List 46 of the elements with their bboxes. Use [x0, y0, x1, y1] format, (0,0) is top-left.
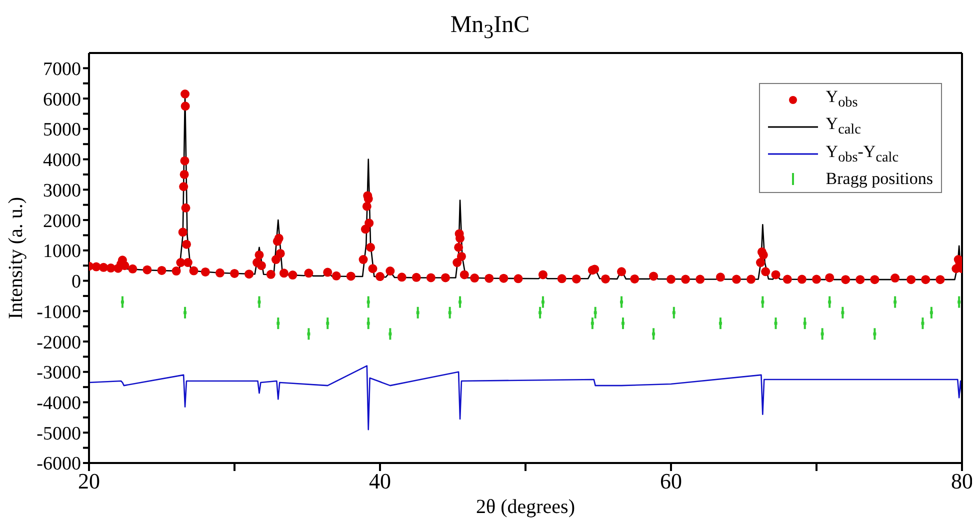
x-tick-label: 60 — [660, 468, 682, 494]
point — [326, 322, 330, 325]
x-tick-label: 20 — [78, 468, 100, 494]
line-series — [89, 365, 962, 430]
point — [803, 322, 806, 325]
point — [828, 300, 832, 304]
y-tick-label: 4000 — [43, 150, 81, 172]
x-axis-title: 2θ (degrees) — [476, 496, 575, 518]
point — [416, 311, 420, 314]
y-tick-label: -6000 — [36, 454, 81, 475]
chart-title: Mn$_{3}$InC — [449, 12, 531, 44]
point — [841, 311, 844, 314]
y-tick-label: 1000 — [43, 241, 81, 262]
point — [594, 311, 597, 314]
point — [921, 322, 924, 325]
point — [276, 322, 280, 325]
point — [388, 332, 392, 336]
legend-label: Y$_{obs}$ — [826, 86, 858, 112]
point — [873, 332, 876, 336]
point — [258, 300, 261, 304]
y-tick-label: 3000 — [43, 180, 81, 202]
point — [774, 322, 778, 325]
y-tick-label: -5000 — [36, 423, 81, 444]
legend-label: Y$_{calc}$ — [826, 113, 861, 140]
y-tick-label: 6000 — [43, 89, 81, 110]
y-tick-label: -1000 — [36, 302, 81, 323]
y-tick-label: -3000 — [36, 362, 81, 384]
y-tick-label: -2000 — [36, 332, 81, 354]
y-axis-title: Intensity (a. u.) — [5, 196, 28, 320]
x-tick-label: 40 — [369, 468, 391, 494]
point — [307, 332, 310, 336]
y-tick-label: 7000 — [43, 58, 81, 80]
y-tick-label: 2000 — [43, 210, 81, 232]
y-tick-label: 0 — [72, 272, 81, 293]
point — [672, 311, 676, 314]
legend-label: Y$_{obs}$-Y$_{calc}$ — [826, 140, 898, 168]
point — [366, 322, 370, 325]
point — [761, 300, 764, 304]
point — [820, 332, 824, 336]
point — [958, 300, 961, 304]
legend-label: Bragg positions — [826, 168, 933, 190]
point — [448, 311, 452, 314]
y-tick-label: -4000 — [36, 393, 81, 414]
x-tick-label: 80 — [951, 468, 973, 494]
point — [366, 300, 370, 304]
y-tick-label: 5000 — [43, 120, 81, 141]
